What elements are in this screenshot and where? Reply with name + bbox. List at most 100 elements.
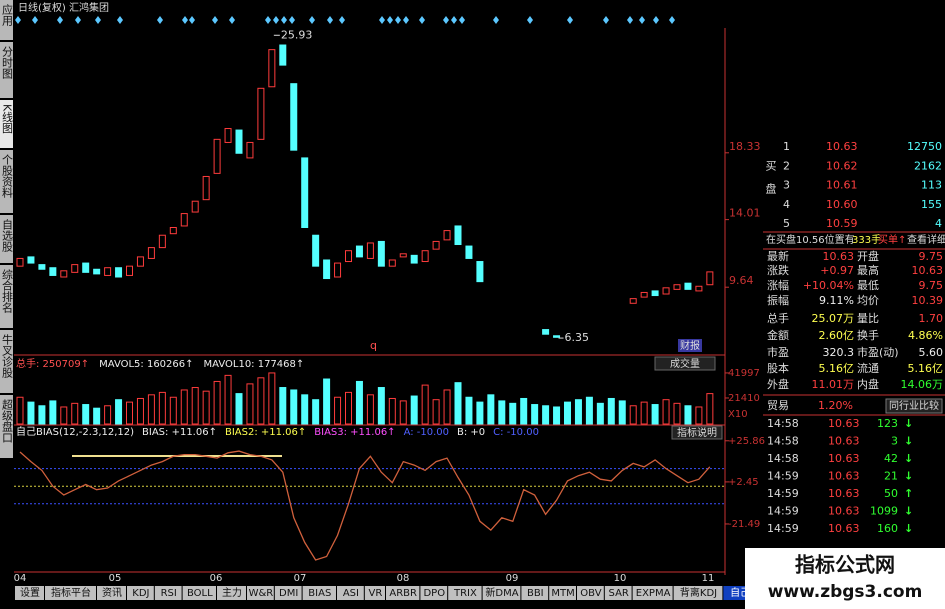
order-notice: 在买盘10.56位置有: [766, 233, 855, 246]
trade-volume: 50: [884, 487, 898, 500]
bias-button[interactable]: [671, 425, 723, 440]
candle: [706, 271, 714, 286]
bias-button-label[interactable]: 指标说明: [677, 426, 717, 439]
bottom-tab[interactable]: [521, 586, 549, 600]
bottom-tab[interactable]: [386, 586, 420, 600]
side-tab-label[interactable]: 自选股: [1, 219, 14, 253]
bottom-tab-label[interactable]: OBV: [580, 588, 601, 599]
bottom-tab[interactable]: [673, 586, 723, 600]
bottom-tab[interactable]: [127, 586, 154, 600]
industry-button-label[interactable]: 同行业比较: [889, 399, 939, 412]
signal-diamond: [639, 16, 645, 24]
candle: [345, 250, 352, 263]
side-tab-label[interactable]: 综合排名: [1, 268, 14, 313]
side-tab[interactable]: [0, 150, 13, 213]
bottom-tab[interactable]: [337, 586, 364, 600]
side-tab[interactable]: [0, 395, 13, 458]
side-tab[interactable]: [0, 42, 13, 98]
quote-value: 10.63: [912, 264, 944, 277]
signal-diamond: [419, 16, 425, 24]
bottom-tab-label[interactable]: SAR: [609, 588, 629, 599]
bottom-tab[interactable]: [577, 586, 604, 600]
volume-button-label[interactable]: 成交量: [670, 357, 700, 370]
bottom-tab[interactable]: [247, 586, 274, 600]
bottom-tab[interactable]: [217, 586, 246, 600]
side-tab-label[interactable]: 牛叉诊股: [1, 333, 14, 379]
trade-time: 14:59: [767, 470, 799, 483]
trade-price: 10.63: [828, 522, 860, 535]
bottom-tab-label[interactable]: VR: [369, 588, 383, 599]
bottom-tab[interactable]: [364, 586, 385, 600]
bottom-tab[interactable]: [448, 586, 482, 600]
volume-button[interactable]: [654, 356, 716, 371]
bottom-tab-label[interactable]: 新DMA: [485, 586, 518, 599]
volume-bar: [126, 401, 133, 425]
bottom-tab-label[interactable]: W&R: [249, 588, 274, 599]
bottom-tab-label[interactable]: KDJ: [132, 588, 149, 599]
signal-diamond: [379, 16, 385, 24]
order-level: 5: [783, 217, 790, 230]
bottom-tab[interactable]: [549, 586, 576, 600]
quote-value: 10.63: [823, 250, 855, 263]
bottom-tab[interactable]: [482, 586, 521, 600]
x-tick-label: 07: [294, 573, 307, 584]
bottom-tab-label[interactable]: 指标平台: [51, 586, 91, 599]
bottom-tab-label[interactable]: BBI: [527, 588, 544, 599]
order-notice[interactable]: 查看详细: [907, 233, 945, 246]
industry-button[interactable]: [885, 398, 943, 414]
volume-bar: [115, 399, 123, 425]
bottom-tab-label[interactable]: EXPMA: [636, 588, 671, 599]
volume-bar: [618, 400, 626, 425]
bottom-tab[interactable]: [15, 586, 44, 600]
bottom-tab-label[interactable]: BOLL: [187, 588, 213, 599]
volume-bar: [345, 391, 352, 425]
bottom-tab[interactable]: [302, 586, 336, 600]
signal-diamond: [309, 16, 315, 24]
candle: [93, 268, 101, 275]
bottom-tab-label[interactable]: 主力: [222, 586, 242, 599]
side-tab-label[interactable]: 个股资料: [1, 154, 14, 199]
volume-bar: [268, 372, 276, 425]
y-tick-label: 18.33: [729, 140, 761, 153]
bottom-tab[interactable]: [182, 586, 216, 600]
bottom-tab-label[interactable]: DPO: [423, 588, 445, 599]
watermark-url: www.zbgs3.com: [768, 582, 923, 602]
bottom-tab-label[interactable]: 设置: [20, 587, 40, 599]
bottom-tab-label[interactable]: ASI: [343, 588, 359, 599]
signal-diamond: [117, 16, 123, 24]
bottom-tab-label[interactable]: TRIX: [453, 588, 477, 599]
candle: [651, 290, 659, 297]
bottom-tab-label[interactable]: MTM: [551, 588, 574, 599]
trade-volume: 123: [877, 417, 898, 430]
trade-time: 14:59: [767, 505, 799, 518]
quote-value: 9.75: [919, 250, 944, 263]
signal-diamond: [603, 16, 609, 24]
side-tab-label[interactable]: 超级盘口: [1, 398, 14, 443]
bottom-tab-label[interactable]: 背离KDJ: [680, 586, 717, 599]
side-tab-label[interactable]: K线图: [1, 104, 14, 134]
side-tab-label[interactable]: 应用: [1, 3, 14, 27]
volume-bar: [49, 400, 57, 425]
bottom-tab[interactable]: [274, 586, 302, 600]
volume-bar: [498, 400, 506, 425]
volume-bar: [443, 389, 451, 425]
side-tab[interactable]: [0, 100, 13, 148]
bottom-tab-label[interactable]: ARBR: [389, 588, 417, 599]
side-tab[interactable]: [0, 330, 13, 393]
bottom-tab-label[interactable]: 资讯: [102, 587, 122, 599]
bottom-tab[interactable]: [632, 586, 673, 600]
side-tab[interactable]: [0, 0, 13, 40]
bottom-tab-label[interactable]: DMI: [279, 588, 298, 599]
bias-line: [19, 450, 711, 561]
bottom-tab-label[interactable]: RSI: [161, 588, 177, 599]
bottom-tab[interactable]: [154, 586, 182, 600]
side-tab[interactable]: [0, 265, 13, 328]
side-tab[interactable]: [0, 215, 13, 263]
bottom-tab-label[interactable]: BIAS: [308, 588, 331, 599]
bottom-tab[interactable]: [420, 586, 448, 600]
bottom-tab[interactable]: [604, 586, 632, 600]
bottom-tab[interactable]: [97, 586, 126, 600]
bottom-tab[interactable]: [45, 586, 96, 600]
side-tab-label[interactable]: 分时图: [1, 46, 14, 80]
y-tick-label: +25.86: [728, 436, 765, 447]
